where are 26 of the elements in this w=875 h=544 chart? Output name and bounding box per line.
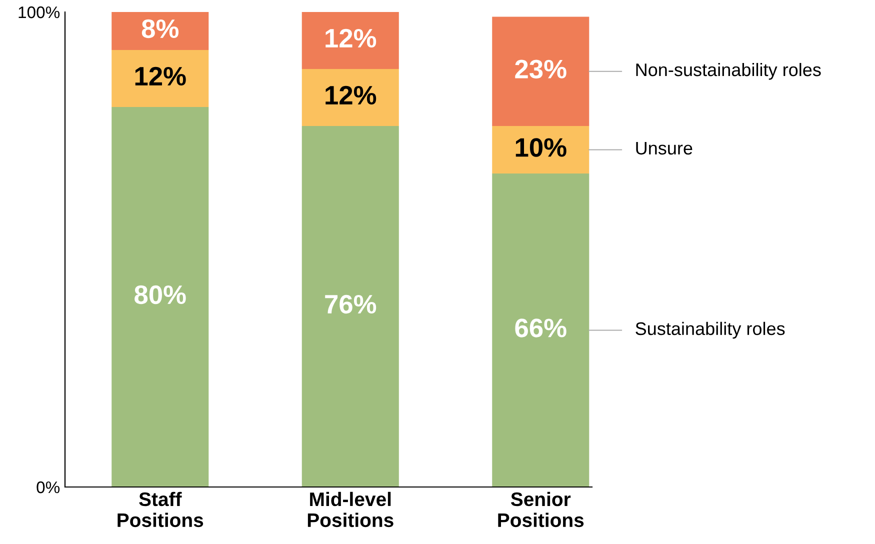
data-label: 66%	[515, 318, 566, 338]
data-label: 12%	[326, 86, 376, 105]
bar	[302, 69, 399, 126]
data-label: 12%	[326, 28, 376, 48]
y-tick-label: 100%	[18, 6, 60, 18]
bar	[112, 12, 209, 50]
data-label: 10%	[516, 138, 566, 157]
bar	[302, 126, 399, 487]
bar	[492, 16, 590, 126]
data-label: 12%	[135, 66, 186, 86]
bar	[112, 107, 209, 487]
data-label: 8%	[142, 19, 178, 38]
bar	[492, 174, 590, 487]
text: Non-sustainability roles	[636, 62, 821, 80]
x-tick-label: Staff Positions	[118, 492, 204, 528]
text: Sustainability roles	[636, 322, 785, 339]
data-label: 80%	[134, 285, 186, 304]
x-tick-label: Mid-level Positions	[308, 492, 394, 528]
data-label: 76%	[325, 294, 376, 314]
data-label: 23%	[515, 60, 566, 78]
y-tick-label: 0%	[36, 481, 60, 494]
bar	[112, 50, 209, 107]
x-tick-label: Senior Positions	[498, 492, 584, 528]
text: Unsure	[636, 142, 692, 155]
bar	[302, 12, 399, 69]
bar	[492, 126, 590, 174]
